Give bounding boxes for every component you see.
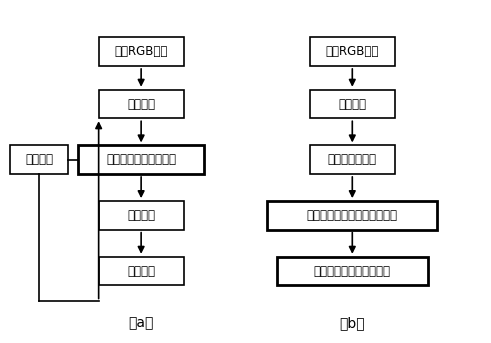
Text: （a）: （a） [129, 316, 154, 330]
Bar [310, 37, 395, 66]
Text: 飞鸟RGB图像: 飞鸟RGB图像 [326, 45, 379, 58]
Bar [99, 90, 184, 118]
Bar [99, 201, 184, 230]
Text: 人工标定: 人工标定 [338, 97, 366, 110]
Text: 给定阈值: 给定阈值 [127, 97, 155, 110]
Bar [99, 257, 184, 285]
Text: 重建区域内个像素掩膜值: 重建区域内个像素掩膜值 [314, 264, 391, 277]
Bar [310, 90, 395, 118]
Text: 前景目标: 前景目标 [127, 264, 155, 277]
Bar [310, 145, 395, 174]
Text: （b）: （b） [339, 316, 365, 330]
Text: 求解满足边界条件的泊松方程: 求解满足边界条件的泊松方程 [307, 209, 398, 222]
Bar [277, 257, 428, 285]
Text: 遗传算法: 遗传算法 [25, 153, 53, 166]
Bar [78, 145, 204, 174]
Text: 计算掩膜梯度场: 计算掩膜梯度场 [328, 153, 377, 166]
Text: 阈值分割: 阈值分割 [127, 209, 155, 222]
Bar [267, 201, 437, 230]
Bar [99, 37, 184, 66]
Text: 计算概率密度和区域熵: 计算概率密度和区域熵 [106, 153, 176, 166]
Bar [10, 145, 68, 174]
Text: 飞鸟RGB图像: 飞鸟RGB图像 [114, 45, 168, 58]
